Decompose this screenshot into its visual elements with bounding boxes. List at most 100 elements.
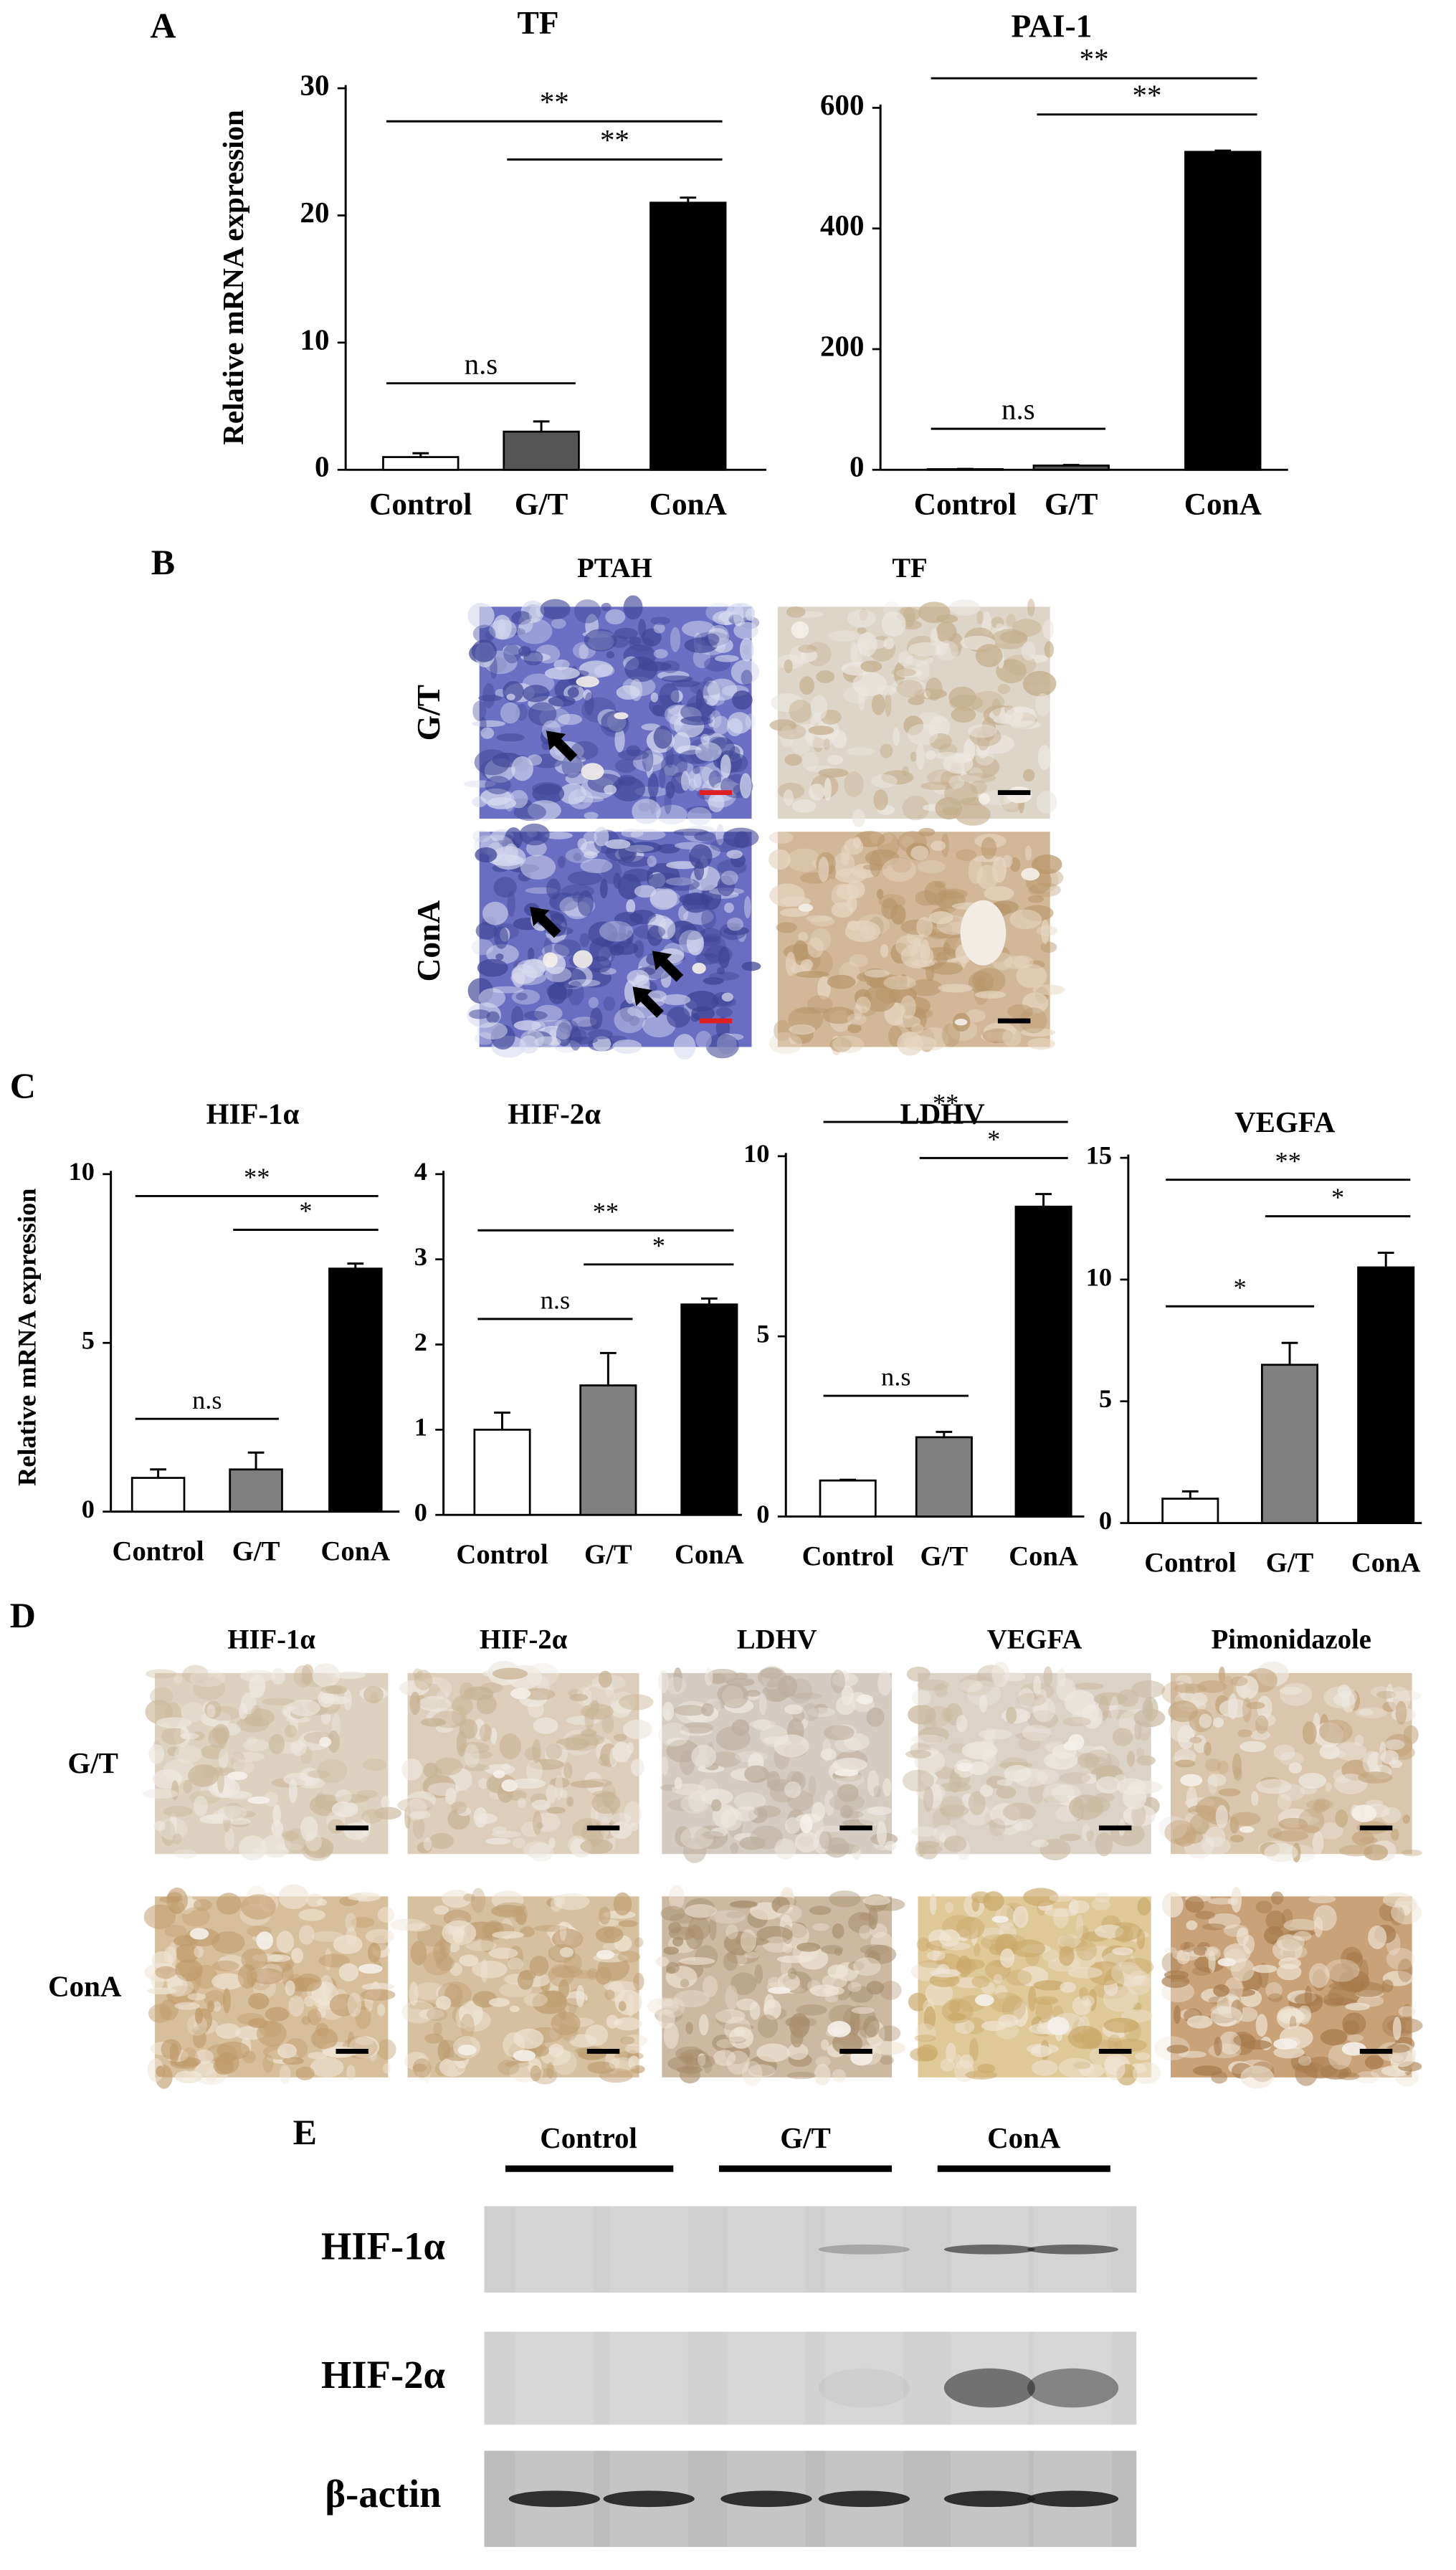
tissue-texture [1318,1719,1353,1743]
tissue-texture [433,1905,449,1915]
protein-label: HIF-1α [321,2224,445,2267]
tissue-texture [647,773,659,799]
tissue-texture [687,806,712,826]
vessel [319,1736,332,1747]
y-tick-label: 0 [414,1498,427,1527]
tissue-texture [1319,1744,1340,1760]
tissue-texture [807,1979,821,1992]
tissue-texture [795,971,829,979]
tissue-texture [909,2047,937,2062]
tissue-texture [464,1686,494,1701]
tissue-texture [310,2057,344,2078]
tissue-texture [618,1694,654,1710]
tissue-texture [634,940,644,958]
tissue-texture [846,747,875,756]
tissue-texture [735,1751,768,1763]
tissue-texture [827,1964,849,1979]
tissue-texture [362,1758,387,1771]
vessel [768,1986,791,1994]
tissue-texture [319,1975,333,1999]
tissue-texture [1056,1678,1076,1701]
tissue-texture [1078,1986,1089,2001]
tissue-texture [785,2016,810,2028]
tissue-texture [1036,791,1057,814]
tissue-texture [532,1991,568,2014]
column-label: VEGFA [987,1624,1083,1655]
tissue-texture [994,1985,1008,1999]
tissue-texture [857,639,888,649]
tissue-texture [472,624,496,643]
tissue-texture [925,1981,953,2006]
tissue-texture [1009,720,1042,729]
tissue-texture [584,629,617,652]
chart-title: HIF-1α [206,1098,300,1131]
tissue-texture [1193,1735,1207,1753]
tissue-texture [660,1756,669,1776]
tissue-texture [876,888,884,900]
micrograph [769,599,1057,827]
tissue-texture [663,1946,680,1955]
tissue-texture [1006,614,1016,627]
tissue-texture [329,1994,357,2017]
tissue-texture [975,644,1003,667]
tissue-texture [318,1690,335,1708]
tissue-texture [525,1759,543,1783]
tissue-texture [1288,1929,1316,1937]
tissue-texture [1022,992,1049,1014]
tissue-texture [785,951,796,976]
tissue-texture [551,1966,583,1978]
tissue-texture [563,1762,573,1779]
tissue-texture [1335,1809,1348,1828]
tissue-texture [794,1832,819,1853]
tissue-texture [725,1985,738,2011]
row-label: G/T [410,685,447,741]
tissue-texture [420,1718,447,1727]
tissue-texture [831,902,854,918]
tissue-texture [784,753,802,766]
tissue-texture [1283,1918,1318,1932]
tissue-texture [601,602,612,611]
tissue-texture [956,1916,985,1939]
x-tick-label: G/T [584,1540,632,1570]
tissue-texture [832,1758,867,1772]
tissue-texture [1033,1980,1065,1991]
tissue-texture [505,2060,530,2068]
vessel [834,1769,859,1776]
tissue-texture [1230,1676,1248,1687]
tissue-texture [1120,1958,1154,1976]
tissue-texture [1204,1741,1212,1756]
tissue-texture [838,1670,850,1683]
tissue-texture [763,1999,781,2020]
tissue-texture [656,1999,675,2007]
tissue-texture [823,1725,855,1741]
tissue-texture [1364,1844,1389,1861]
tissue-texture [695,953,720,965]
tissue-texture [1323,1997,1357,2006]
tissue-texture [965,1009,986,1023]
tissue-texture [1043,1795,1070,1804]
tissue-texture [271,1667,285,1685]
tissue-texture [1207,1773,1218,1794]
tissue-texture [442,1890,472,1908]
tissue-texture [1255,1715,1268,1734]
tissue-texture [1088,1961,1123,1986]
tissue-texture [674,1989,710,2008]
tissue-texture [876,1821,887,1847]
tissue-texture [673,1667,682,1692]
tissue-texture [905,1750,932,1758]
tissue-texture [465,1940,497,1951]
tissue-texture [798,644,817,653]
tissue-texture [1229,1834,1245,1843]
tissue-texture [367,1942,381,1963]
tissue-texture [519,823,550,846]
tissue-texture [494,925,509,949]
tissue-texture [485,1837,511,1845]
tissue-texture [975,750,995,766]
tissue-texture [568,870,603,885]
tissue-texture [533,1925,569,1932]
tissue-texture [472,700,487,722]
tissue-texture [1391,1828,1399,1841]
tissue-texture [513,2028,544,2050]
tissue-texture [144,1963,179,1982]
tissue-texture [847,609,876,628]
